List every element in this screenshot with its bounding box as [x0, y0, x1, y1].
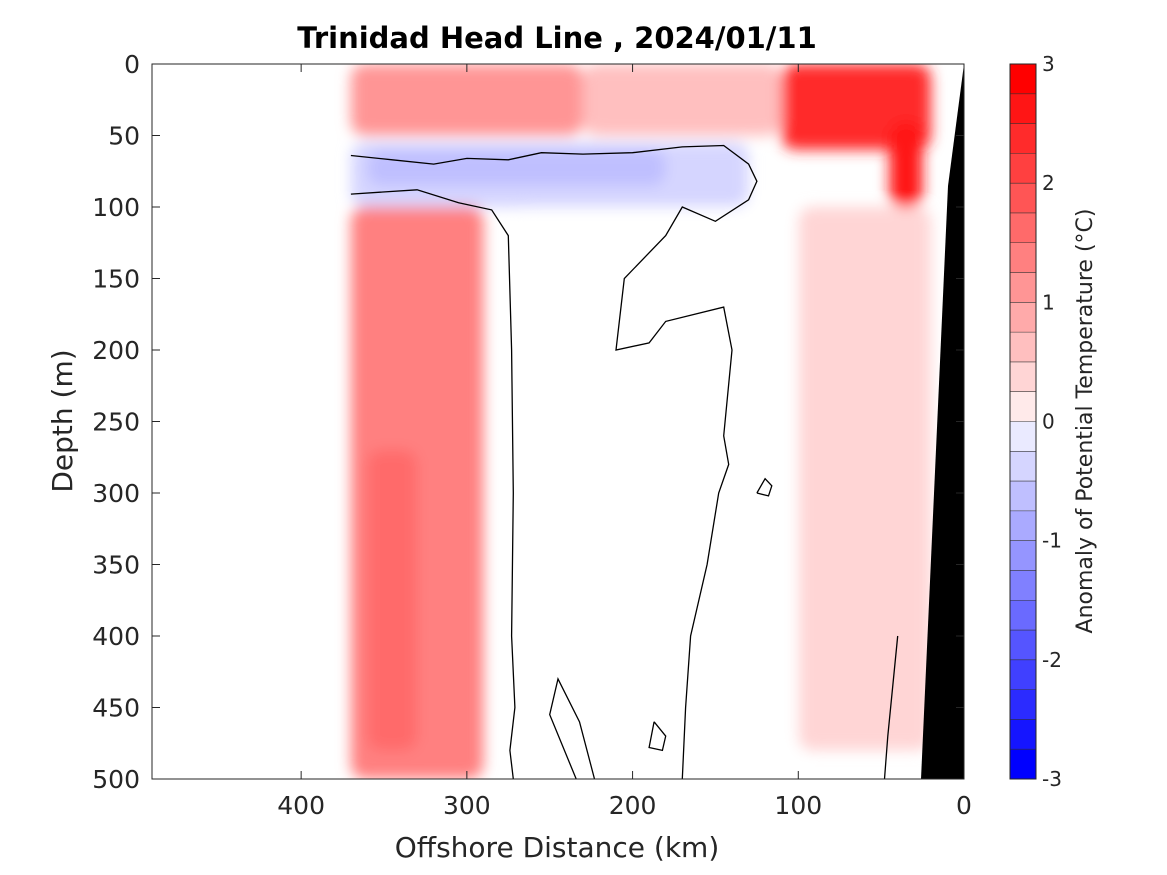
chart-title: Trinidad Head Line , 2024/01/11 — [297, 21, 817, 55]
colorbar-segment — [1010, 510, 1036, 542]
colorbar-segment — [1010, 332, 1036, 363]
colorbar-segment — [1010, 600, 1036, 631]
y-tick-label: 500 — [92, 765, 140, 794]
colorbar-segment — [1010, 391, 1036, 422]
x-axis-label: Offshore Distance (km) — [395, 831, 720, 864]
x-tick-label: 300 — [443, 791, 491, 820]
y-tick-label: 200 — [92, 336, 140, 365]
colorbar-frame — [1009, 63, 1037, 780]
anomaly-field — [350, 64, 964, 779]
y-axis-label: Depth (m) — [46, 349, 79, 492]
colorbar-segment — [1010, 361, 1036, 393]
colorbar-segment — [1010, 183, 1036, 214]
zero-contour-2 — [350, 144, 758, 779]
colorbar-segment — [1010, 93, 1036, 125]
colorbar-segment — [1010, 540, 1036, 571]
zero-contour-6 — [648, 721, 667, 752]
anomaly-region-upper-layer-offshore — [350, 64, 583, 136]
colorbar-segment — [1010, 242, 1036, 274]
colorbar-label: Anomaly of Potential Temperature (°C) — [1073, 209, 1098, 634]
zero-contour-4 — [756, 477, 773, 497]
x-tick-label: 200 — [609, 791, 657, 820]
zero-contours — [350, 144, 899, 779]
y-tick-label: 250 — [92, 408, 140, 437]
x-tick-label: 0 — [956, 791, 972, 820]
anomaly-region-central-neutral — [516, 207, 799, 779]
zero-contour-5 — [883, 635, 899, 779]
colorbar-segment — [1010, 451, 1036, 482]
zero-contour-3 — [549, 676, 596, 779]
y-tick-label: 50 — [108, 122, 140, 151]
anomaly-region-inshore-warm-column — [798, 207, 931, 751]
colorbar: 3 2 1 0 -1 -2 -3 — [1009, 52, 1062, 791]
colorbar-tick-label: 0 — [1042, 410, 1055, 434]
y-tick-label: 450 — [92, 694, 140, 723]
colorbar-segment — [1010, 719, 1036, 750]
colorbar-tick-label: 2 — [1042, 171, 1055, 195]
y-tick-label: 350 — [92, 551, 140, 580]
colorbar-segment — [1010, 630, 1036, 661]
colorbar-tick-label: -2 — [1042, 648, 1062, 672]
zero-contour-1 — [350, 189, 516, 779]
colorbar-segment — [1010, 153, 1036, 184]
y-tick-label: 100 — [92, 193, 140, 222]
y-axis-ticks: 0 50 100 150 200 250 300 350 400 450 500 — [92, 50, 964, 794]
colorbar-segment — [1010, 481, 1036, 512]
y-tick-label: 400 — [92, 622, 140, 651]
colorbar-tick-label: -1 — [1042, 529, 1062, 553]
colorbar-segment — [1010, 272, 1036, 303]
y-tick-label: 150 — [92, 265, 140, 294]
colorbar-segment — [1010, 212, 1036, 244]
colorbar-tick-label: 1 — [1042, 290, 1055, 314]
colorbar-segment — [1010, 689, 1036, 720]
anomaly-region-upper-layer-mid — [582, 64, 782, 136]
y-tick-label: 0 — [124, 50, 140, 79]
x-tick-label: 100 — [774, 791, 822, 820]
colorbar-segment — [1010, 64, 1036, 95]
colorbar-tick-label: 3 — [1042, 52, 1055, 76]
colorbar-segment — [1010, 302, 1036, 333]
bathymetry-shelf — [921, 64, 964, 779]
x-axis-ticks: 400 300 200 100 0 — [277, 64, 972, 820]
anomaly-region-cold-cores — [367, 149, 666, 186]
anomaly-region-nearshore-warm-maximum — [889, 121, 923, 207]
colorbar-segment — [1010, 123, 1036, 154]
colorbar-segment — [1010, 659, 1036, 691]
colorbar-segment — [1010, 749, 1036, 780]
colorbar-segment — [1010, 421, 1036, 452]
colorbar-tick-label: -3 — [1042, 767, 1062, 791]
colorbar-segment — [1010, 570, 1036, 601]
anomaly-region-offshore-warm-core — [367, 450, 418, 751]
y-tick-label: 300 — [92, 479, 140, 508]
x-tick-label: 400 — [277, 791, 325, 820]
